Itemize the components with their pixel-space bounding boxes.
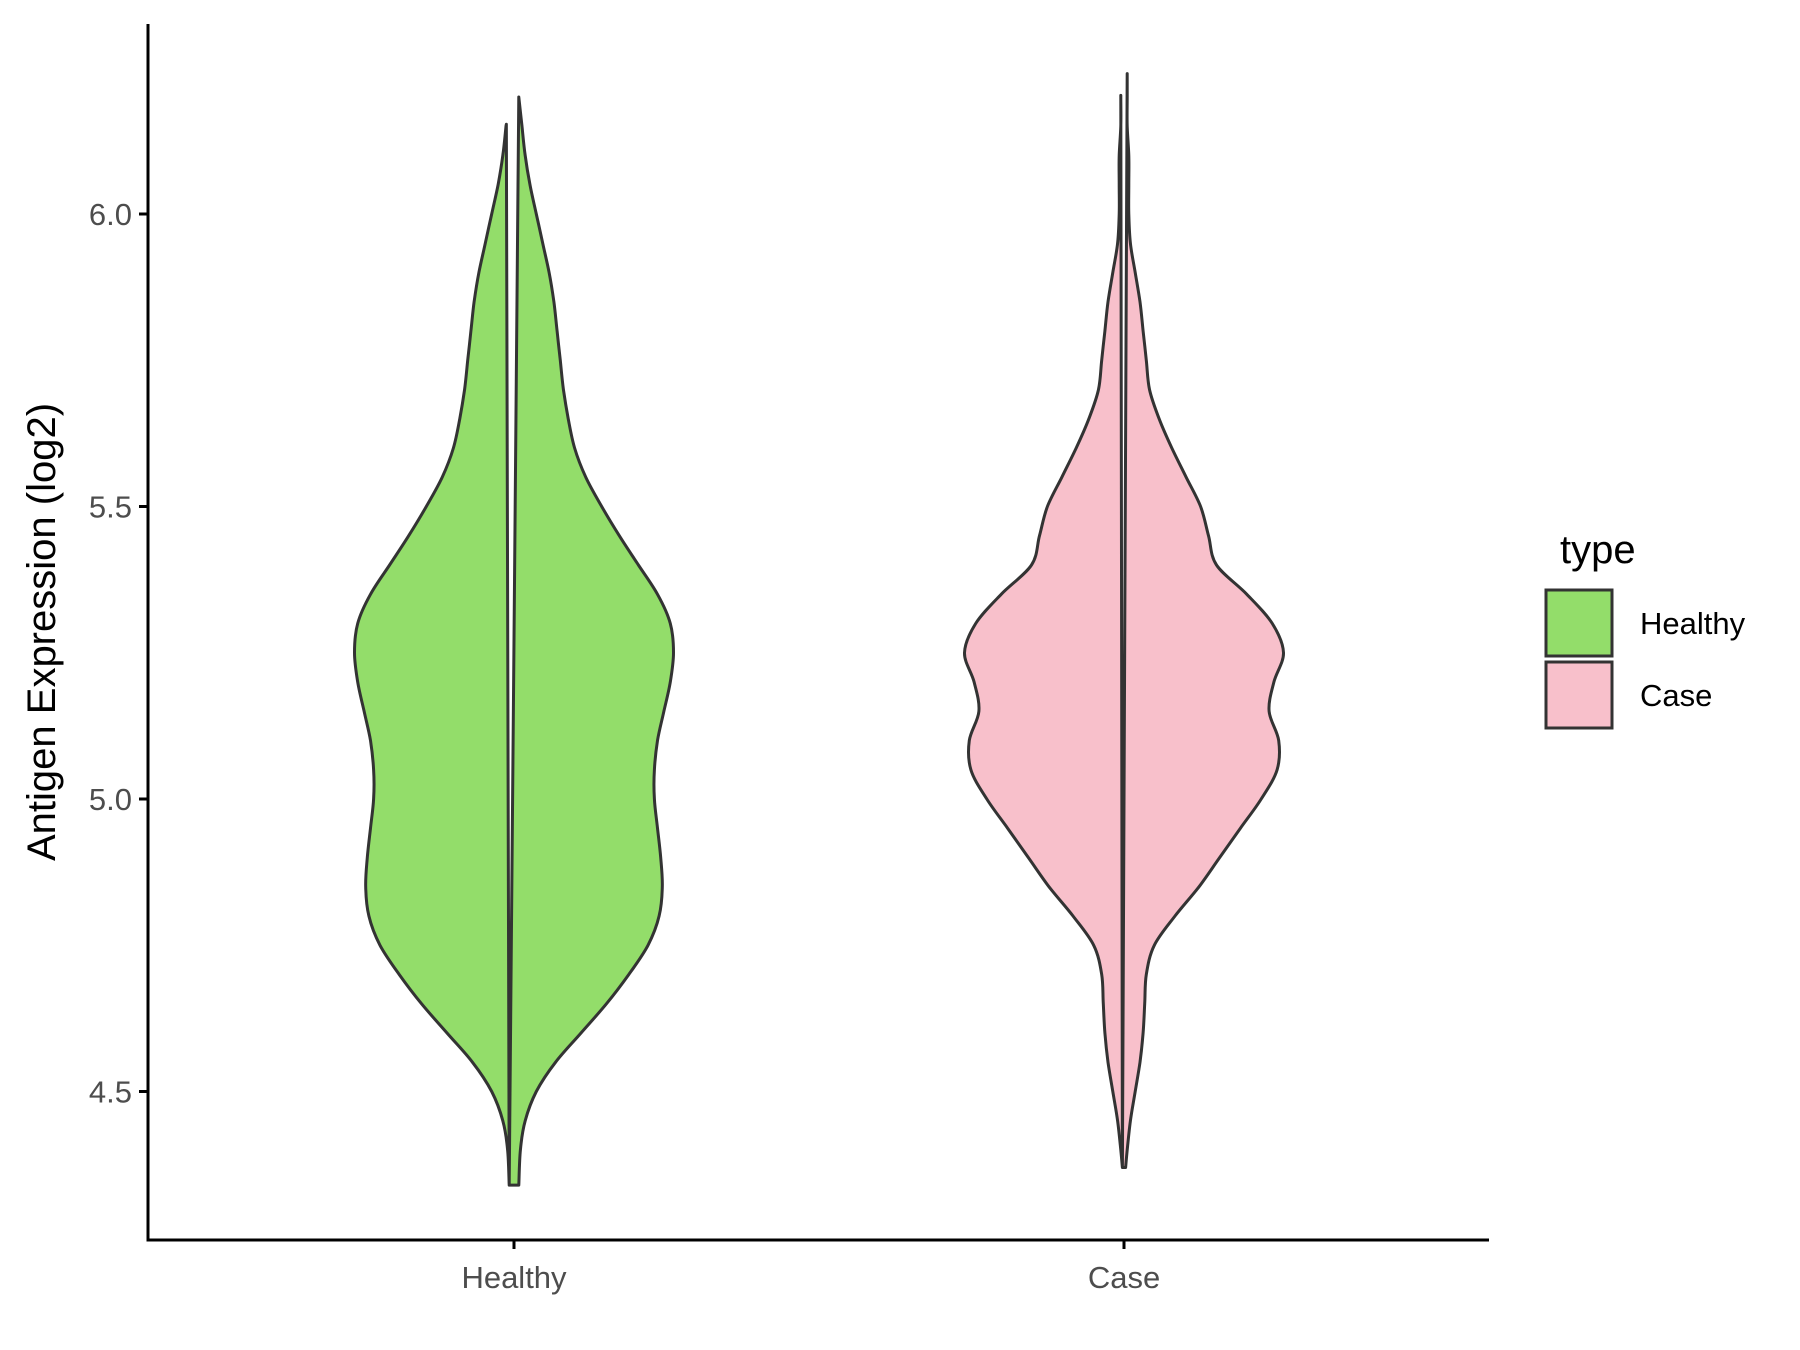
violins [353,72,1286,1187]
x-tick-label: Healthy [461,1260,567,1295]
y-tick-label: 6.0 [89,197,132,232]
plot-area: 4.5 5.0 5.5 6.0 Healthy Case [89,24,1489,1295]
x-tick-label: Case [1088,1260,1160,1295]
violin-case [962,72,1286,1169]
legend-label: Case [1640,678,1712,713]
legend: type Healthy Case [1544,528,1746,730]
legend-swatch-case [1544,660,1614,730]
legend-keys: Healthy Case [1544,588,1746,730]
y-tick-label: 5.5 [89,490,132,525]
legend-title: type [1560,528,1636,572]
violin-healthy [353,95,675,1187]
y-tick-label: 5.0 [89,782,132,817]
x-ticks: Healthy Case [461,1240,1160,1295]
y-ticks: 4.5 5.0 5.5 6.0 [89,197,148,1110]
y-axis-title: Antigen Expression (log2) [20,403,64,861]
y-tick-label: 4.5 [89,1075,132,1110]
legend-label: Healthy [1640,606,1746,641]
legend-swatch-healthy [1544,588,1614,658]
